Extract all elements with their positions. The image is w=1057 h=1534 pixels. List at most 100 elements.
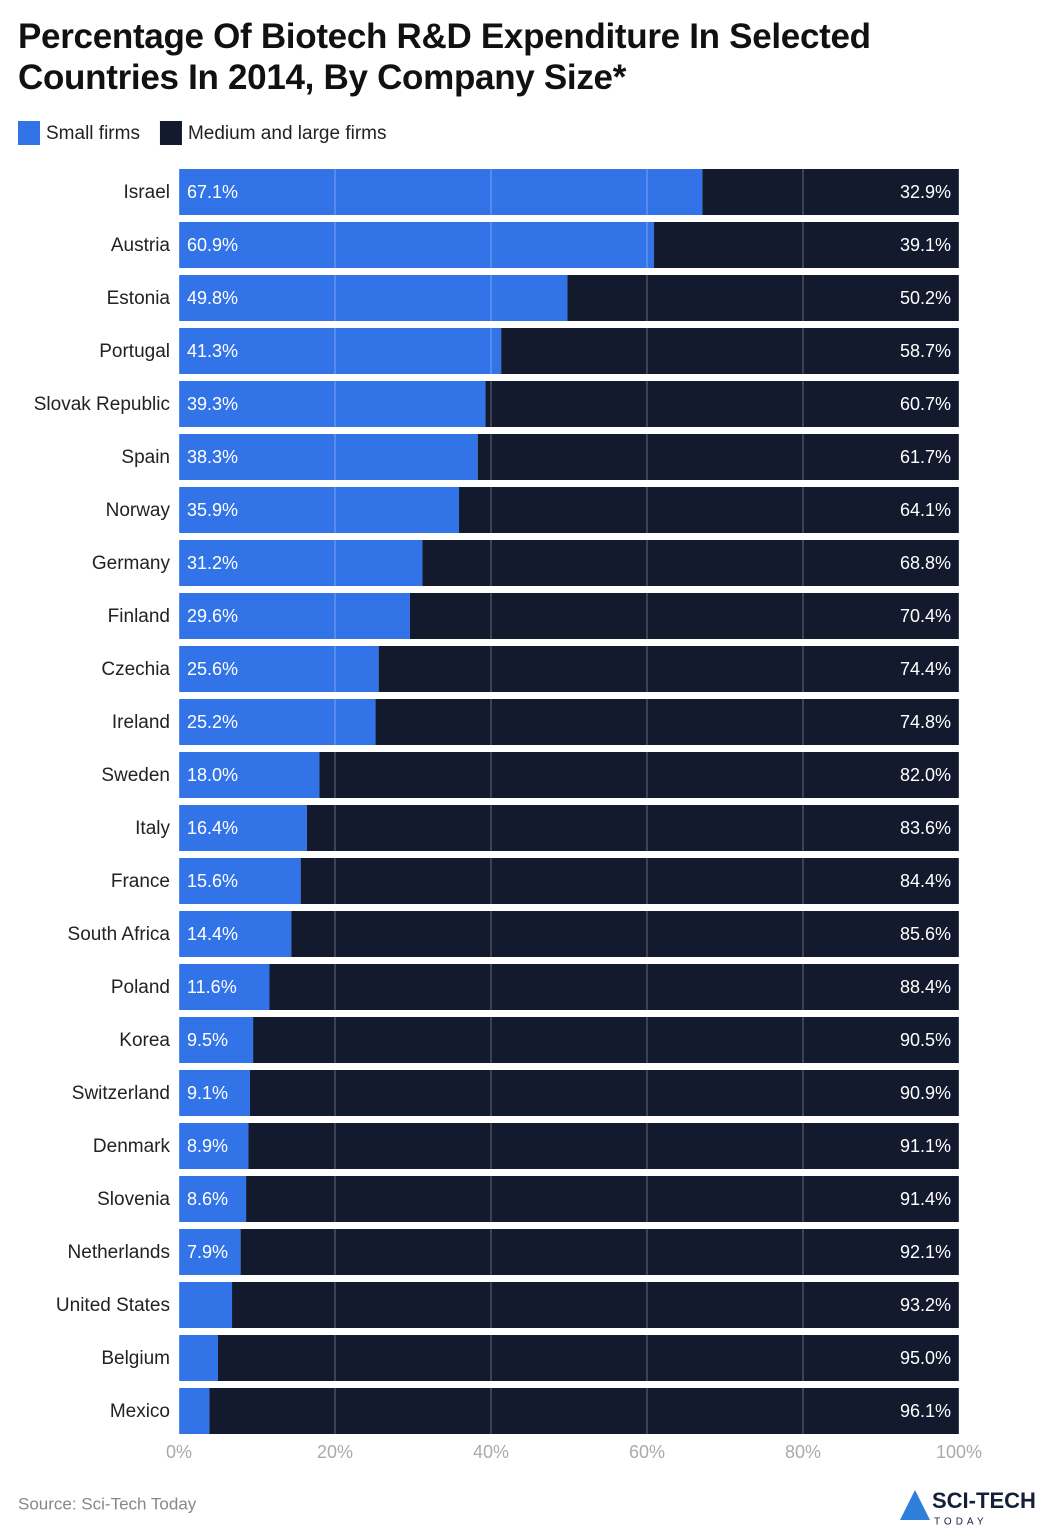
chart-title: Percentage Of Biotech R&D Expenditure In… bbox=[18, 17, 871, 97]
bar-segment bbox=[240, 1229, 959, 1275]
bar-segment bbox=[179, 646, 379, 692]
y-tick-label: Slovenia bbox=[97, 1189, 170, 1210]
value-label: 67.1% bbox=[187, 182, 238, 202]
bar-segment bbox=[179, 540, 423, 586]
y-tick-label: Finland bbox=[108, 606, 170, 627]
value-label: 64.1% bbox=[900, 500, 951, 520]
bar-segment bbox=[179, 593, 410, 639]
bar-segment bbox=[246, 1176, 959, 1222]
value-label: 92.1% bbox=[900, 1242, 951, 1262]
x-tick-label: 60% bbox=[629, 1442, 665, 1462]
y-tick-label: Austria bbox=[111, 235, 171, 256]
value-label: 88.4% bbox=[900, 977, 951, 997]
bar-segment bbox=[179, 487, 460, 533]
value-label: 32.9% bbox=[900, 182, 951, 202]
y-tick-label: Slovak Republic bbox=[34, 394, 170, 415]
value-label: 84.4% bbox=[900, 871, 951, 891]
bar-segment bbox=[179, 1282, 233, 1328]
value-label: 91.4% bbox=[900, 1189, 951, 1209]
value-label: 60.7% bbox=[900, 394, 951, 414]
bar-segment bbox=[249, 1070, 960, 1116]
bar-segment bbox=[179, 1335, 218, 1381]
bar-segment bbox=[485, 381, 959, 427]
value-label: 9.1% bbox=[187, 1083, 228, 1103]
bar-segment bbox=[306, 805, 959, 851]
bar-segment bbox=[179, 1070, 250, 1116]
value-label: 50.2% bbox=[900, 288, 951, 308]
bar-segment bbox=[567, 275, 959, 321]
y-tick-label: Israel bbox=[124, 182, 170, 203]
y-tick-label: Mexico bbox=[110, 1401, 170, 1422]
value-label: 91.1% bbox=[900, 1136, 951, 1156]
x-tick-label: 20% bbox=[317, 1442, 353, 1462]
value-label: 29.6% bbox=[187, 606, 238, 626]
bar-segment bbox=[179, 434, 478, 480]
y-tick-label: Sweden bbox=[101, 765, 170, 786]
y-tick-label: Estonia bbox=[107, 288, 171, 309]
value-label: 38.3% bbox=[187, 447, 238, 467]
bar-segment bbox=[501, 328, 959, 374]
value-label: 96.1% bbox=[900, 1401, 951, 1421]
value-label: 18.0% bbox=[187, 765, 238, 785]
value-label: 49.8% bbox=[187, 288, 238, 308]
y-tick-label: France bbox=[111, 871, 170, 892]
bar-segment bbox=[409, 593, 959, 639]
bar-segment bbox=[209, 1388, 960, 1434]
value-label: 25.2% bbox=[187, 712, 238, 732]
bar-segment bbox=[179, 1017, 254, 1063]
x-tick-label: 0% bbox=[166, 1442, 192, 1462]
y-tick-label: United States bbox=[56, 1295, 170, 1316]
bar-segment bbox=[179, 858, 301, 904]
bar-segment bbox=[300, 858, 959, 904]
value-label: 83.6% bbox=[900, 818, 951, 838]
value-label: 68.8% bbox=[900, 553, 951, 573]
y-tick-label: Italy bbox=[135, 818, 170, 839]
value-label: 39.1% bbox=[900, 235, 951, 255]
bar-segment bbox=[179, 1229, 241, 1275]
value-label: 25.6% bbox=[187, 659, 238, 679]
bar-segment bbox=[269, 964, 960, 1010]
bar-segment bbox=[702, 169, 959, 215]
bar-segment bbox=[291, 911, 959, 957]
y-tick-label: South Africa bbox=[68, 924, 171, 945]
bar-segment bbox=[375, 699, 959, 745]
value-label: 39.3% bbox=[187, 394, 238, 414]
value-label: 82.0% bbox=[900, 765, 951, 785]
legend-label: Small firms bbox=[46, 123, 140, 144]
y-tick-label: Portugal bbox=[99, 341, 170, 362]
value-label: 31.2% bbox=[187, 553, 238, 573]
bar-segment bbox=[422, 540, 959, 586]
value-label: 14.4% bbox=[187, 924, 238, 944]
y-tick-label: Korea bbox=[119, 1030, 170, 1051]
value-label: 41.3% bbox=[187, 341, 238, 361]
value-label: 8.6% bbox=[187, 1189, 228, 1209]
legend-label: Medium and large firms bbox=[188, 123, 387, 144]
bar-segment bbox=[179, 699, 376, 745]
source: Source: Sci-Tech Today bbox=[18, 1494, 197, 1513]
bar-segment bbox=[253, 1017, 960, 1063]
value-label: 90.5% bbox=[900, 1030, 951, 1050]
value-label: 90.9% bbox=[900, 1083, 951, 1103]
bar-segment bbox=[179, 964, 270, 1010]
bar-segment bbox=[654, 222, 959, 268]
y-tick-label: Netherlands bbox=[68, 1242, 170, 1263]
bar-segment bbox=[179, 328, 502, 374]
value-label: 95.0% bbox=[900, 1348, 951, 1368]
logo-name: SCI-TECH bbox=[932, 1488, 1036, 1513]
x-tick-label: 80% bbox=[785, 1442, 821, 1462]
x-tick-label: 40% bbox=[473, 1442, 509, 1462]
y-tick-label: Ireland bbox=[112, 712, 170, 733]
value-label: 35.9% bbox=[187, 500, 238, 520]
bar-segment bbox=[459, 487, 959, 533]
value-label: 74.8% bbox=[900, 712, 951, 732]
value-label: 60.9% bbox=[187, 235, 238, 255]
bar-segment bbox=[232, 1282, 960, 1328]
y-tick-label: Czechia bbox=[101, 659, 170, 680]
bar-segment bbox=[179, 381, 486, 427]
y-tick-label: Spain bbox=[121, 447, 170, 468]
legend-swatch bbox=[18, 121, 40, 145]
y-tick-label: Germany bbox=[92, 553, 171, 574]
bar-segment bbox=[179, 169, 703, 215]
